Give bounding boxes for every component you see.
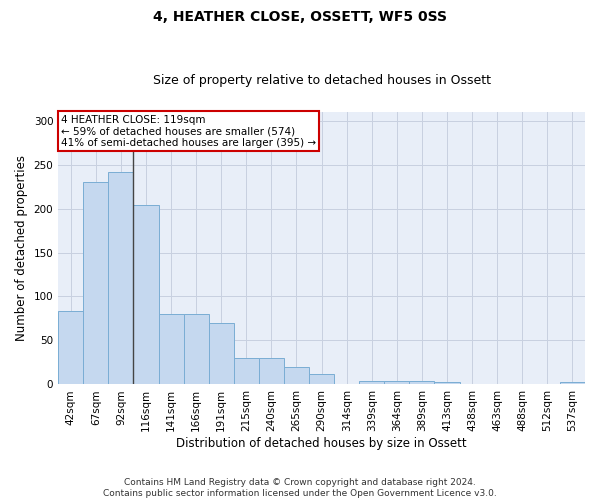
Bar xyxy=(385,381,409,384)
Text: 4, HEATHER CLOSE, OSSETT, WF5 0SS: 4, HEATHER CLOSE, OSSETT, WF5 0SS xyxy=(153,10,447,24)
Bar xyxy=(184,314,209,384)
Bar xyxy=(133,205,158,384)
Bar xyxy=(209,323,234,384)
Text: 4 HEATHER CLOSE: 119sqm
← 59% of detached houses are smaller (574)
41% of semi-d: 4 HEATHER CLOSE: 119sqm ← 59% of detache… xyxy=(61,114,316,148)
Bar xyxy=(234,358,259,384)
Bar xyxy=(58,312,83,384)
Y-axis label: Number of detached properties: Number of detached properties xyxy=(15,155,28,341)
Bar xyxy=(359,381,385,384)
Bar xyxy=(409,381,434,384)
Text: Contains HM Land Registry data © Crown copyright and database right 2024.
Contai: Contains HM Land Registry data © Crown c… xyxy=(103,478,497,498)
X-axis label: Distribution of detached houses by size in Ossett: Distribution of detached houses by size … xyxy=(176,437,467,450)
Bar xyxy=(560,382,585,384)
Bar xyxy=(158,314,184,384)
Title: Size of property relative to detached houses in Ossett: Size of property relative to detached ho… xyxy=(152,74,491,87)
Bar xyxy=(284,367,309,384)
Bar xyxy=(109,172,133,384)
Bar xyxy=(434,382,460,384)
Bar xyxy=(259,358,284,384)
Bar xyxy=(83,182,109,384)
Bar xyxy=(309,374,334,384)
